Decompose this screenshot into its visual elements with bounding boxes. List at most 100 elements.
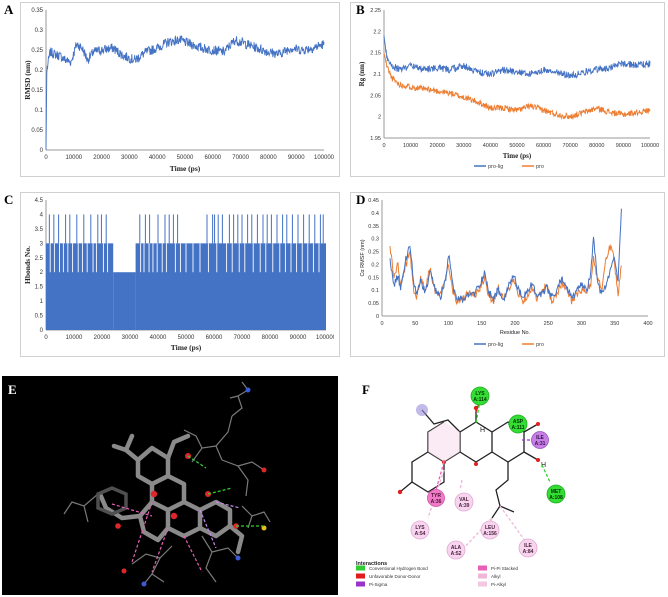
panel-a-frame [20,2,340,177]
legend-label-pro-lig: pro-lig [488,164,503,170]
interactions-title: Interactions [356,561,387,567]
residue-node-met108 [546,484,566,504]
legend-label-pro: pro [536,342,544,348]
legend-swatch [356,581,365,587]
x-tick-label: 0 [44,155,48,161]
y-tick-label: 0.1 [35,108,44,114]
y-tick-label: 0.15 [31,88,43,94]
residue-node-ile84 [518,538,538,558]
y-tick-label: 0.1 [371,288,379,294]
legend-label: Unfavorable Donor-Donor [369,574,421,579]
series-line-pro-lig [383,35,651,80]
y-tick-label: 3 [40,241,44,247]
x-tick-label: 70000 [563,143,578,149]
x-tick-label: 100 [444,321,453,327]
panel-f-interaction-diagram: H H LYSA:114ASPA:111ILEA:31META:108VALA:… [356,386,566,587]
x-tick-label: 30000 [456,143,471,149]
x-tick-label: 60000 [204,155,221,161]
x-tick-label: 80000 [262,335,279,341]
residue-number-tyr36: A:36 [431,499,442,505]
residue-name-lys114: LYS [475,391,485,397]
x-tick-label: 50000 [177,155,194,161]
chart-b-rg: 1.95 2 2.05 2.1 2.15 2.2 2.25 0 10000 20000 30000 4… [358,8,659,170]
residue-node-tyr36 [427,489,445,507]
y-tick-label: 2 [40,270,44,276]
y-tick-label: 0.5 [35,314,44,320]
panel-e-molecule-render: E [2,376,338,595]
residue-name-tyr36: TYR [431,493,441,499]
x-tick-label: 400 [643,321,652,327]
x-axis-label: Residue No. [500,330,531,336]
residue-number-lys54: A:54 [415,531,426,537]
residue-node-ile31 [531,431,549,449]
residue-name-leu156: LEU [485,525,495,531]
y-tick-label: 0.05 [368,301,379,307]
x-tick-label: 50000 [509,143,524,149]
x-tick-label: 40000 [149,155,166,161]
x-tick-label: 80000 [589,143,604,149]
y-axis-label: RMSD (nm) [24,60,32,100]
y-tick-label: 1.5 [35,285,44,291]
residue-name-ile84: ILE [524,543,532,549]
x-tick-label: 30000 [122,335,139,341]
legend-swatch [356,573,365,579]
hbond-fill-segment [113,272,136,330]
y-tick-label: 0.35 [31,8,43,14]
x-tick-label: 90000 [616,143,631,149]
panel-f-label: F [362,382,370,397]
x-tick-label: 10000 [66,335,83,341]
x-tick-label: 90000 [288,155,305,161]
x-tick-label: 100000 [316,335,334,341]
residue-node-ala52 [446,540,466,560]
x-tick-label: 300 [577,321,586,327]
y-tick-label: 2.1 [373,72,381,78]
residue-number-ala52: A:52 [451,551,462,557]
x-tick-label: 0 [44,335,48,341]
chart-c-hbonds: 0 0.5 1 1.5 2 2.5 3 3.5 4 4.5 0 10000 20000 30000 4000… [24,198,334,352]
legend-swatch [478,581,487,587]
y-tick-label: 0.4 [371,211,379,217]
residue-number-ile84: A:84 [523,549,534,555]
legend-label: Alkyl [491,574,501,579]
hbond-fill-segment [46,243,114,330]
y-tick-label: 2.2 [373,29,381,35]
y-tick-label: 1 [40,299,44,305]
panel-b-label: B [356,2,365,17]
panel-a-label: A [4,2,14,17]
x-tick-label: 70000 [232,155,249,161]
rmsd-line [45,34,325,151]
residue-name-ile31: ILE [536,435,544,441]
y-tick-label: 0.35 [368,224,379,230]
residue-number-val39: A:39 [459,503,470,509]
x-tick-label: 350 [610,321,619,327]
legend-swatch [356,565,365,571]
x-tick-label: 250 [544,321,553,327]
x-tick-label: 90000 [290,335,307,341]
x-tick-label: 60000 [206,335,223,341]
residue-number-lys114: A:114 [473,397,487,403]
x-tick-label: 150 [477,321,486,327]
residue-name-lys54: LYS [415,525,425,531]
x-tick-label: 0 [382,143,385,149]
x-tick-label: 0 [380,321,383,327]
y-tick-label: 1.95 [370,136,381,142]
y-axis-label: Rg (nm) [358,61,366,86]
residue-number-leu156: A:156 [483,531,497,537]
y-tick-label: 0.15 [368,275,379,281]
panel-b-frame [350,2,665,177]
ligand-3d-drawing [63,381,271,587]
y-tick-label: 4.5 [35,198,44,204]
legend-label: Conventional Hydrogen Bond [369,566,428,571]
residue-number-ile31: A:31 [535,441,546,447]
residue-node-asp111 [508,414,528,434]
panel-d-frame [350,192,665,357]
legend-label-pro: pro [536,164,544,170]
x-tick-label: 30000 [121,155,138,161]
legend-swatch [478,565,487,571]
residue-node-leu156 [480,520,500,540]
legend-label-pro-lig: pro-lig [488,342,503,348]
chart-d-rmsf: 0 0.05 0.1 0.15 0.2 0.25 0.3 0.35 0.4 0.45 0 50 100 1… [360,198,653,348]
y-tick-label: 0 [40,328,44,334]
hbond-fill-segment [135,243,326,330]
x-tick-label: 60000 [536,143,551,149]
